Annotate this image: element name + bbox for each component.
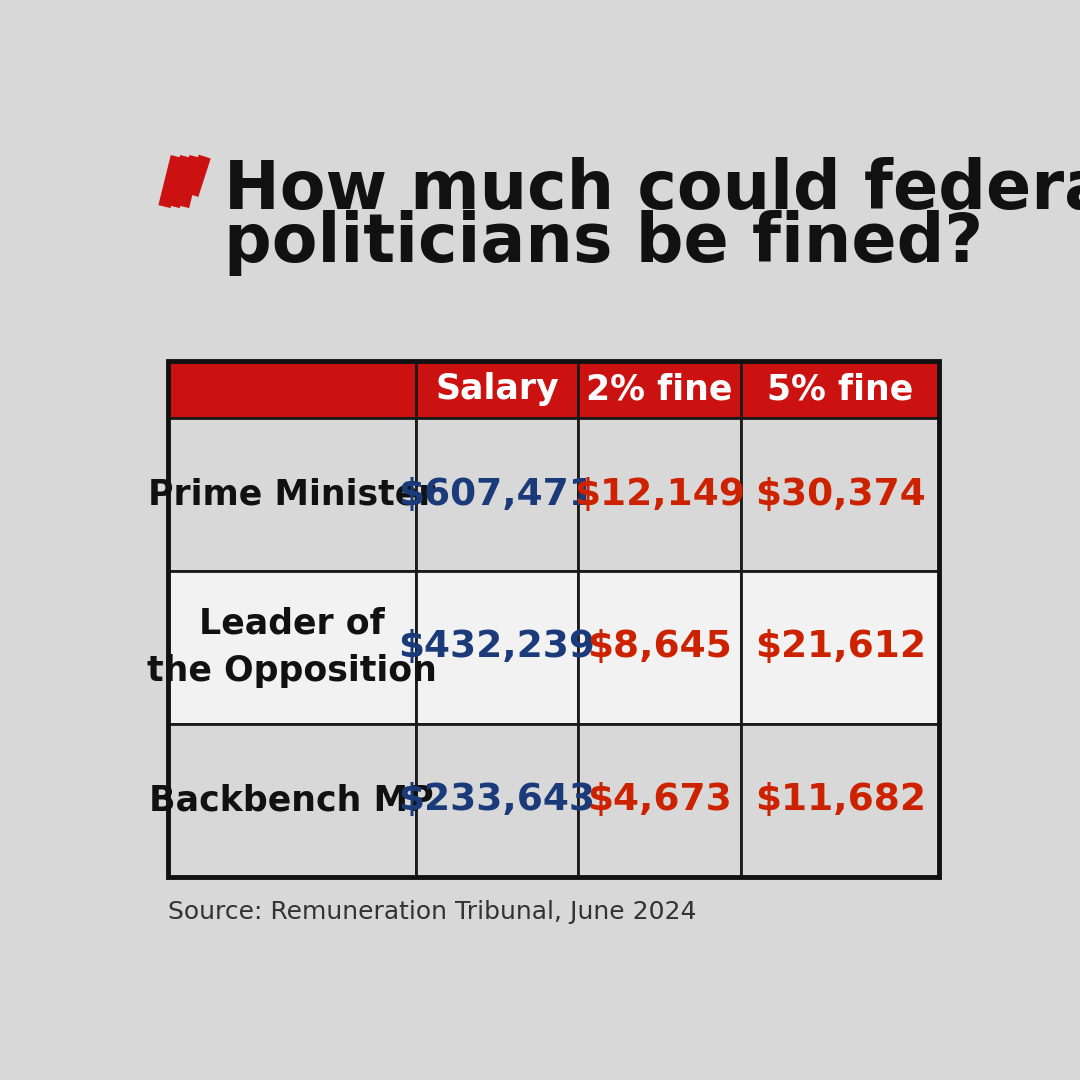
Text: $432,239: $432,239 [399, 630, 595, 665]
Bar [416, 724, 578, 877]
Bar [167, 418, 416, 571]
Text: $21,612: $21,612 [755, 630, 926, 665]
Text: $11,682: $11,682 [755, 782, 926, 819]
Text: $30,374: $30,374 [755, 476, 926, 513]
Text: $12,149: $12,149 [575, 476, 745, 513]
Text: Salary: Salary [435, 373, 558, 406]
Bar [578, 571, 741, 724]
Text: $607,471: $607,471 [399, 476, 595, 513]
Text: Backbench MP: Backbench MP [149, 783, 434, 818]
Bar [578, 724, 741, 877]
Bar [741, 418, 940, 571]
Text: 5% fine: 5% fine [767, 373, 914, 406]
Bar [167, 724, 416, 877]
Bar [416, 418, 578, 571]
Bar [578, 361, 741, 418]
Text: $4,673: $4,673 [588, 782, 732, 819]
Bar [416, 361, 578, 418]
Text: Source: Remuneration Tribunal, June 2024: Source: Remuneration Tribunal, June 2024 [167, 900, 696, 923]
Bar [167, 361, 940, 877]
Bar [167, 361, 416, 418]
Bar [741, 361, 940, 418]
Text: How much could federal: How much could federal [225, 157, 1080, 222]
Text: $233,643: $233,643 [399, 782, 595, 819]
Bar [578, 418, 741, 571]
Text: Prime Minister: Prime Minister [148, 477, 435, 512]
Text: 2% fine: 2% fine [586, 373, 733, 406]
Text: politicians be fined?: politicians be fined? [225, 211, 983, 276]
Bar [741, 724, 940, 877]
Bar [167, 571, 416, 724]
Text: Leader of
the Opposition: Leader of the Opposition [147, 607, 436, 688]
Bar [741, 571, 940, 724]
Text: $8,645: $8,645 [588, 630, 732, 665]
Bar [416, 571, 578, 724]
